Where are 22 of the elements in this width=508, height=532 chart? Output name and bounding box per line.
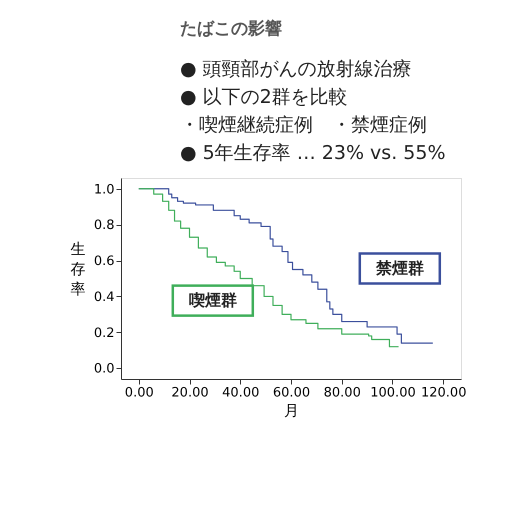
y-tick-label: 1.0 bbox=[94, 182, 114, 198]
x-tick-label: 120.00 bbox=[420, 386, 466, 400]
x-tick-label: 60.00 bbox=[272, 386, 310, 400]
text: ● 頭頸部がんの放射線治療 bbox=[180, 58, 412, 80]
y-tick-label: 0.6 bbox=[94, 254, 114, 270]
x-tick-label: 80.00 bbox=[324, 386, 361, 400]
y-tick-label: 0.4 bbox=[94, 290, 114, 305]
text: ● 以下の2群を比較 bbox=[180, 86, 348, 108]
y-tick-label: 0.0 bbox=[94, 362, 114, 377]
text: ・喫煙継続症例 ・禁煙症例 bbox=[180, 114, 427, 136]
x-tick-label: 40.00 bbox=[222, 386, 260, 400]
x-tick-label: 20.00 bbox=[171, 386, 209, 400]
text: ● 5年生存率 … 23% vs. 55% bbox=[180, 142, 446, 164]
y-axis-title: 生存率 bbox=[70, 240, 86, 298]
y-tick-label: 0.8 bbox=[94, 218, 114, 234]
series-label: 喫煙群 bbox=[188, 290, 237, 310]
y-tick-label: 0.2 bbox=[94, 326, 114, 341]
text: 禁煙群 bbox=[374, 258, 424, 278]
chart-title: たばこの影響 bbox=[180, 19, 282, 39]
x-tick-label: 100.00 bbox=[370, 386, 416, 400]
x-tick-label: 0.00 bbox=[124, 386, 154, 400]
x-axis-title: 月 bbox=[284, 402, 299, 420]
